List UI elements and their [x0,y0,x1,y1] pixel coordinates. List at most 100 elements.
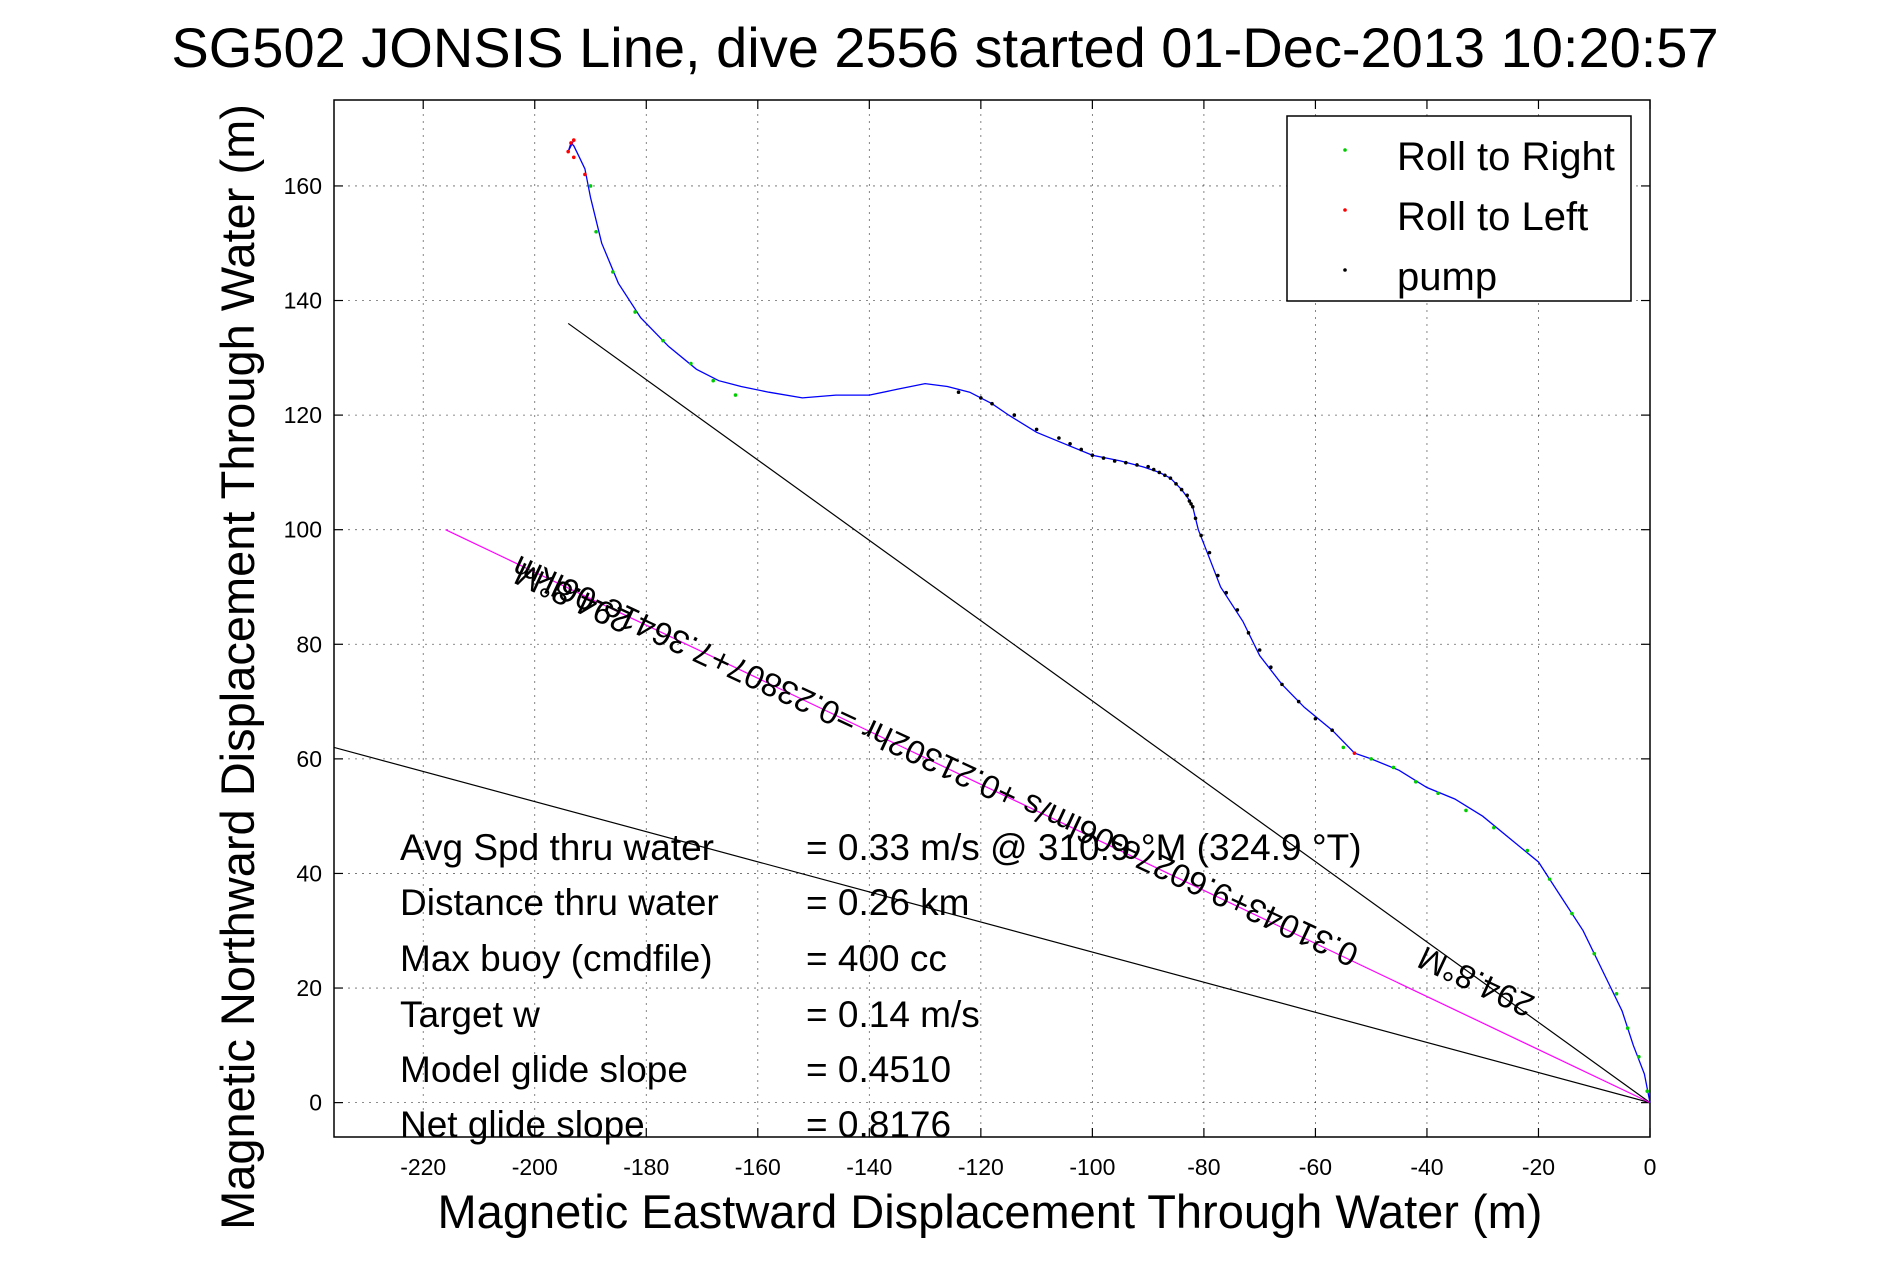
pump-marker [1216,573,1220,578]
roll-left-marker [583,172,587,177]
y-tick-label: 160 [284,173,322,199]
roll-right-marker [733,393,738,397]
roll-right-marker [1413,779,1418,784]
legend-label-roll-left: Roll to Left [1397,195,1588,239]
pump-marker [1313,716,1318,721]
x-tick-label: -60 [1299,1154,1332,1180]
roll-right-marker [1637,1054,1641,1059]
pump-marker [1079,447,1084,452]
reference-line-0 [567,322,1650,1104]
pump-marker [1146,464,1150,469]
roll-right-marker [1645,1089,1650,1093]
x-tick-label: -220 [400,1154,446,1180]
pump-marker [1012,413,1017,417]
reference-line-2 [445,529,1650,1104]
stat-label-avg-speed: Avg Spd thru water [400,827,714,868]
roll-right-marker [594,229,598,234]
pump-marker [1269,665,1273,669]
x-tick-label: 0 [1644,1154,1657,1180]
roll-right-marker [588,184,593,188]
y-tick-label: 140 [284,288,322,314]
roll-right-marker [633,310,637,314]
pump-marker [1068,441,1072,446]
stats-annotations: Avg Spd thru water = 0.33 m/s @ 310.9 °M… [400,827,1362,1145]
pump-marker [1224,590,1229,595]
roll-left-marker [571,155,576,160]
pump-marker [1174,482,1178,486]
pump-marker [1124,460,1128,465]
roll-right-marker [1341,745,1346,750]
stat-value-max-buoy: = 400 cc [806,938,947,979]
x-tick-label: -20 [1522,1154,1555,1180]
y-tick-label: 100 [284,517,322,543]
roll-right-marker [1492,825,1496,830]
pump-marker [1101,456,1106,460]
pump-marker [1257,648,1262,652]
pump-marker [1057,436,1061,440]
x-tick-label: -160 [735,1154,781,1180]
y-tick-label: 120 [284,402,322,428]
roll-right-marker [1570,911,1574,916]
stat-value-net-glide-slope: = 0.8176 [806,1104,951,1145]
x-tick-label: -40 [1410,1154,1443,1180]
pump-marker [1246,631,1251,635]
x-axis-label: Magnetic Eastward Displacement Through W… [438,1185,1543,1238]
roll-right-marker [1547,877,1552,881]
pump-marker [1199,533,1203,538]
legend-marker-roll-left [1343,208,1347,212]
roll-right-marker [1464,808,1468,813]
pump-marker [1157,470,1162,475]
roll-right-marker [1436,791,1440,796]
x-tick-label: -100 [1069,1154,1115,1180]
stat-label-target-w: Target w [400,994,540,1035]
stat-label-distance: Distance thru water [400,882,719,923]
pump-marker [1135,463,1139,467]
pump-marker [1034,427,1039,432]
pump-marker [1179,487,1184,492]
chart-title: SG502 JONSIS Line, dive 2556 started 01-… [171,16,1718,79]
pump-marker [990,401,994,406]
roll-right-marker [661,338,665,343]
x-tick-label: -80 [1187,1154,1220,1180]
pump-marker [1193,516,1198,521]
roll-right-marker [1592,951,1597,956]
pump-marker [1280,682,1284,687]
legend-label-roll-right: Roll to Right [1397,135,1615,179]
roll-right-marker [611,270,615,274]
stat-value-target-w: = 0.14 m/s [806,994,980,1035]
pump-marker [1296,699,1301,704]
x-tick-label: -200 [512,1154,558,1180]
y-tick-label: 0 [309,1090,322,1116]
pump-marker [1112,459,1117,463]
pump-marker [1207,550,1212,555]
pump-marker [1190,504,1195,509]
pump-marker [1151,467,1156,472]
reference-line-1 [334,746,1650,1104]
legend-marker-pump [1343,268,1347,272]
y-tick-label: 40 [296,860,322,886]
roll-right-marker [1391,765,1396,770]
stat-label-model-glide-slope: Model glide slope [400,1049,688,1090]
pump-marker [1168,476,1173,480]
pump-marker [979,396,983,400]
x-tick-label: -180 [623,1154,669,1180]
roll-left-marker [571,138,576,142]
stat-value-distance: = 0.26 km [806,882,970,923]
legend-marker-roll-right [1343,148,1347,152]
y-tick-label: 60 [296,746,322,772]
legend: Roll to Right Roll to Left pump [1286,115,1632,302]
roll-right-marker [1614,991,1619,996]
stat-label-max-buoy: Max buoy (cmdfile) [400,938,713,979]
pump-marker [1090,453,1095,458]
stat-value-avg-speed: = 0.33 m/s @ 310.9 °M (324.9 °T) [806,827,1362,868]
y-tick-label: 80 [296,631,322,657]
pump-marker [1187,499,1192,503]
y-tick-label: 20 [296,975,322,1001]
track-line [567,139,1651,1103]
stat-value-model-glide-slope: = 0.4510 [806,1049,951,1090]
x-tick-label: -120 [958,1154,1004,1180]
pump-marker [1235,608,1240,612]
x-tick-label: -140 [846,1154,892,1180]
stat-label-net-glide-slope: Net glide slope [400,1104,645,1145]
